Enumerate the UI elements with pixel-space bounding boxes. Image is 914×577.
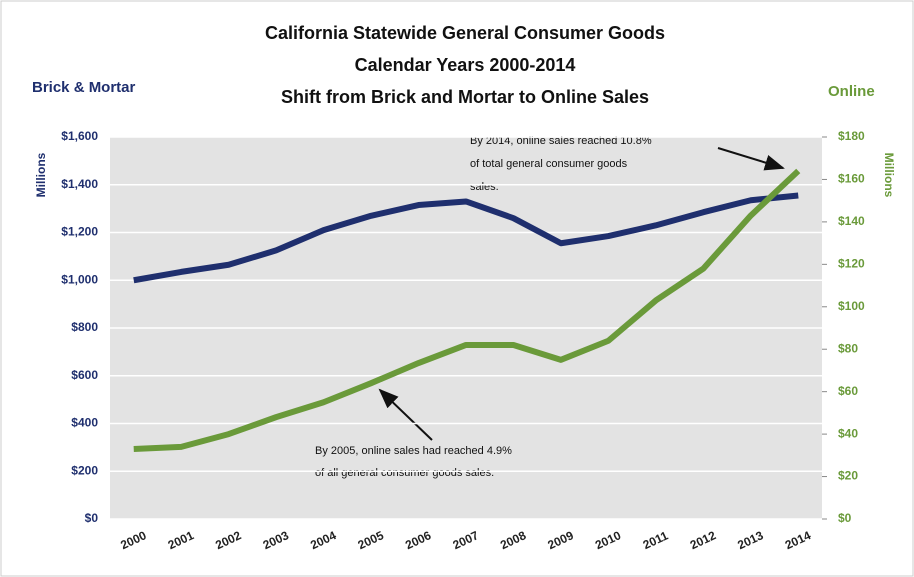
y2-tick-label: $140 [838,214,865,228]
y2-axis-label: Millions [882,153,896,198]
annotation: sales. [470,181,499,193]
y2-tick-label: $100 [838,299,865,313]
chart-title: Shift from Brick and Mortar to Online Sa… [281,87,649,107]
y2-tick-label: $0 [838,511,852,525]
y-tick-label: $600 [71,368,98,382]
annotation-arrow [717,147,785,171]
y2-tick-label: $60 [838,384,858,398]
y-tick-label: $400 [71,416,98,430]
annotation: By 2005, online sales had reached 4.9% [315,445,512,457]
chart-title: Calendar Years 2000-2014 [355,55,576,75]
y-tick-label: $1,000 [61,272,98,286]
annotation: By 2014, online sales reached 10.8% [470,135,652,147]
y-tick-label: $0 [85,511,99,525]
y2-tick-label: $40 [838,426,858,440]
y-tick-label: $1,400 [61,177,98,191]
series-line [133,168,801,452]
annotation: of all general consumer goods sales. [315,467,494,479]
y2-tick-label: $160 [838,172,865,186]
right-axis-title: Online [828,83,875,100]
y-tick-label: $800 [71,320,98,334]
left-axis-title: Brick & Mortar [32,79,136,96]
y2-tick-label: $120 [838,257,865,271]
y2-tick-label: $80 [838,341,858,355]
y2-tick-label: $180 [838,129,865,143]
y-tick-label: $1,200 [61,225,98,239]
chart-title: California Statewide General Consumer Go… [265,23,665,43]
y-axis-label: Millions [34,152,48,197]
y2-tick-label: $20 [838,469,858,483]
annotation: of total general consumer goods [470,158,628,170]
y-tick-label: $200 [71,463,98,477]
annotation-arrow [378,388,433,441]
y-tick-label: $1,600 [61,129,98,143]
series-line [133,192,799,284]
